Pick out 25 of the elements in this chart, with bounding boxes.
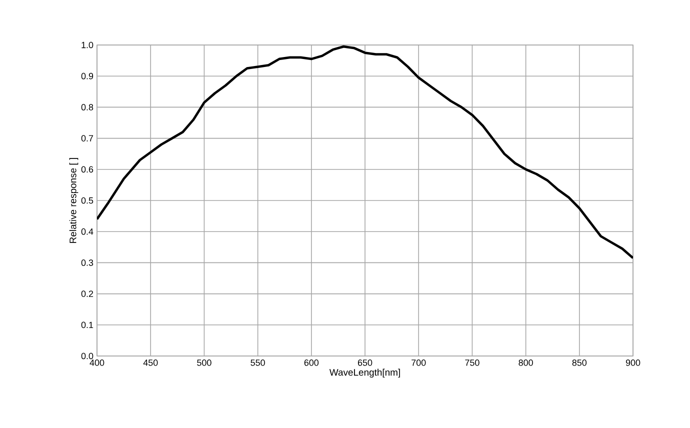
x-axis-title: WaveLength[nm] (329, 368, 400, 378)
line-series (97, 45, 634, 260)
y-tick-label: 0.2 (81, 290, 94, 297)
x-tick-label: 850 (572, 360, 587, 366)
y-tick-label: 0.9 (81, 72, 94, 80)
x-tick-label: 650 (358, 360, 372, 366)
x-tick-label: 600 (304, 360, 319, 366)
x-tick-label: 400 (90, 360, 104, 366)
y-tick-label: 0.4 (81, 228, 94, 235)
y-tick-label: 0.6 (81, 166, 94, 173)
y-tick-label: 0.0 (81, 352, 94, 360)
x-tick-label: 450 (143, 360, 158, 366)
y-tick-label: 0.7 (81, 135, 94, 142)
x-tick-label: 750 (465, 360, 480, 366)
x-tick-label: 500 (197, 360, 212, 366)
y-tick-label: 0.1 (81, 322, 94, 328)
x-tick-label: 900 (626, 360, 640, 366)
y-tick-label: 0.3 (81, 260, 94, 266)
y-tick-label: 1.0 (82, 42, 94, 48)
y-tick-label: 0.5 (81, 197, 94, 204)
y-tick-label: 0.8 (81, 104, 94, 110)
x-tick-label: 550 (250, 360, 265, 366)
y-axis-title: Relative response [ ] (69, 158, 78, 243)
x-tick-label: 800 (518, 360, 533, 366)
x-tick-label: 700 (412, 360, 426, 366)
